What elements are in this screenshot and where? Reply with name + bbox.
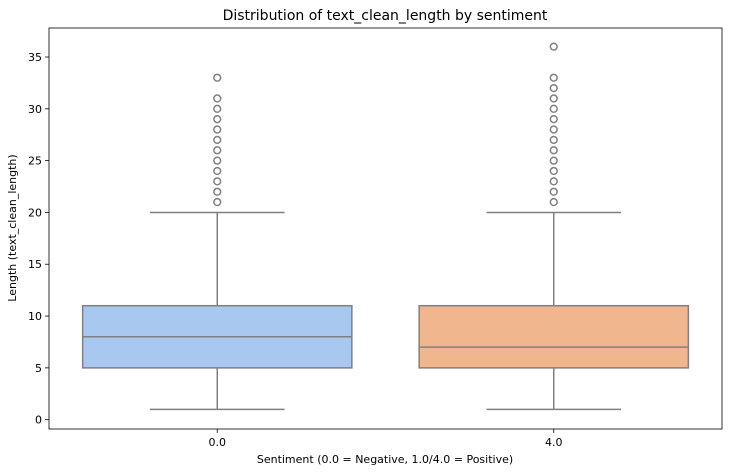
x-axis-label: Sentiment (0.0 = Negative, 1.0/4.0 = Pos… <box>257 453 513 466</box>
outlier-point <box>213 146 222 155</box>
y-tick-label: 10 <box>28 310 42 323</box>
outlier-point <box>549 83 558 93</box>
outlier-point <box>213 187 222 196</box>
outlier-point <box>213 197 222 207</box>
outlier-point <box>549 135 558 145</box>
boxes-group <box>81 42 690 411</box>
x-tick-label: 0.0 <box>209 436 227 449</box>
outlier-point <box>549 104 558 113</box>
outlier-point <box>549 42 558 51</box>
y-tick-label: 5 <box>35 362 42 375</box>
y-axis-label: Length (text_clean_length) <box>6 154 19 301</box>
outlier-point <box>549 177 558 186</box>
y-tick-label: 30 <box>28 103 42 116</box>
box-4.0 <box>418 42 690 411</box>
box-0.0 <box>81 73 353 411</box>
outlier-point <box>549 73 558 82</box>
y-tick-label: 15 <box>28 258 42 271</box>
plot-frame <box>48 27 723 430</box>
outlier-point <box>549 187 558 196</box>
chart-title: Distribution of text_clean_length by sen… <box>223 8 548 24</box>
outlier-point <box>213 177 222 186</box>
outlier-point <box>549 125 558 134</box>
outlier-point <box>549 115 558 124</box>
y-tick-label: 35 <box>28 51 42 64</box>
y-tick-label: 0 <box>35 414 42 427</box>
y-tick-label: 25 <box>28 155 42 168</box>
x-tick-label: 4.0 <box>545 436 563 449</box>
outlier-point <box>213 135 222 145</box>
x-axis: 0.0 4.0 <box>209 429 563 449</box>
outlier-point <box>213 156 222 165</box>
outlier-point <box>213 73 222 82</box>
y-tick-label: 20 <box>28 206 42 219</box>
outlier-point <box>549 94 558 103</box>
outlier-point <box>213 94 222 103</box>
y-axis: 0 5 10 15 20 25 30 35 <box>28 51 49 427</box>
outlier-point <box>549 146 558 155</box>
outlier-point <box>549 166 558 176</box>
iqr-box <box>418 304 690 369</box>
outlier-point <box>549 197 558 207</box>
outlier-point <box>549 156 558 165</box>
outlier-point <box>213 125 222 134</box>
outlier-point <box>213 166 222 176</box>
outlier-point <box>213 104 222 113</box>
outlier-point <box>213 115 222 124</box>
